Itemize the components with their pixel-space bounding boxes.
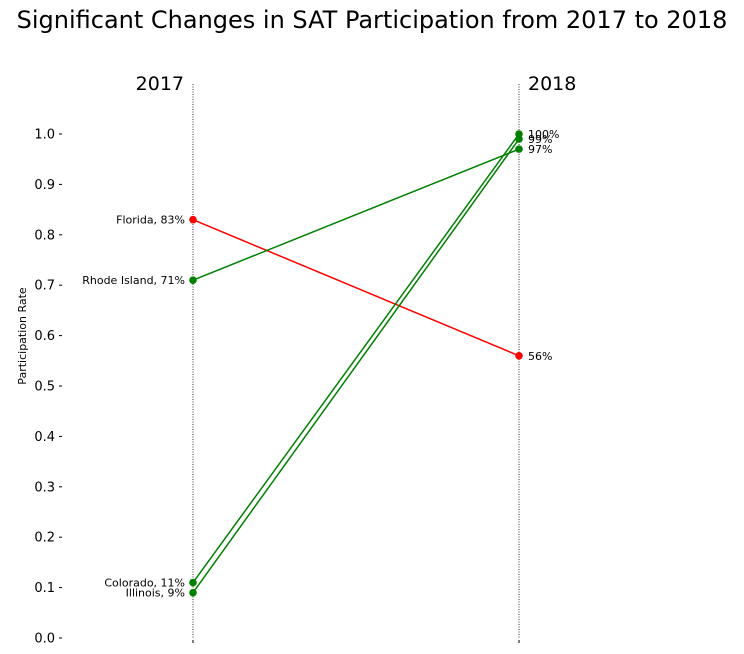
point-label-florida-2018: 56% <box>528 350 552 363</box>
data-point-florida-2018 <box>515 351 523 360</box>
data-point-rhode-island-2017 <box>189 276 197 284</box>
data-point-rhode-island-2018 <box>515 145 523 153</box>
chart-title: Significant Changes in SAT Participation… <box>17 6 728 34</box>
guide-lines <box>192 84 520 643</box>
series-lines <box>192 133 520 594</box>
series-line-florida <box>192 218 520 357</box>
data-point-illinois-2017 <box>189 588 197 597</box>
column-label-2017: 2017 <box>136 73 184 95</box>
point-label-illinois-2018: 99% <box>528 133 552 146</box>
data-point-florida-2017 <box>189 215 197 224</box>
y-axis: 0.0 0.1 0.2 0.3 0.4 0.5 0.6 0.7 0.8 0.9 1.0 <box>34 128 62 647</box>
y-tick-label: 0.8 <box>34 228 55 243</box>
data-point-illinois-2018 <box>515 135 523 143</box>
y-axis-label: Participation Rate <box>16 287 29 385</box>
y-tick-label: 0.7 <box>34 279 55 294</box>
data-points <box>189 130 523 597</box>
point-label-rhode-island-2018: 97% <box>528 143 552 156</box>
column-label-2018: 2018 <box>528 73 576 95</box>
y-tick-label: 0.6 <box>34 329 55 344</box>
y-tick-label: 0.9 <box>34 178 55 193</box>
series-line-rhode-island <box>192 148 520 281</box>
point-label-colorado-2018: 100% <box>528 128 559 141</box>
y-tick-label: 0.1 <box>34 581 55 596</box>
y-tick-label: 0.5 <box>34 380 55 395</box>
series-line-colorado <box>192 133 520 584</box>
y-tick-label: 0.2 <box>34 531 55 546</box>
y-tick-label: 0.3 <box>34 480 55 495</box>
point-label-rhode-island-2017: Rhode Island, 71% <box>82 274 185 287</box>
point-label-illinois-2017: Illinois, 9% <box>126 587 185 600</box>
point-labels: Florida, 83% 56% Rhode Island, 71% 97% Color… <box>82 128 559 600</box>
point-label-colorado-2017: Colorado, 11% <box>104 577 185 590</box>
point-label-florida-2017: Florida, 83% <box>116 214 185 227</box>
column-labels: 2017 2018 <box>136 73 577 95</box>
y-tick-label: 1.0 <box>34 128 55 143</box>
data-point-colorado-2017 <box>189 578 197 587</box>
y-tick-label: 0.4 <box>34 430 55 445</box>
series-line-illinois <box>192 138 520 594</box>
y-tick-label: 0.0 <box>34 632 55 647</box>
